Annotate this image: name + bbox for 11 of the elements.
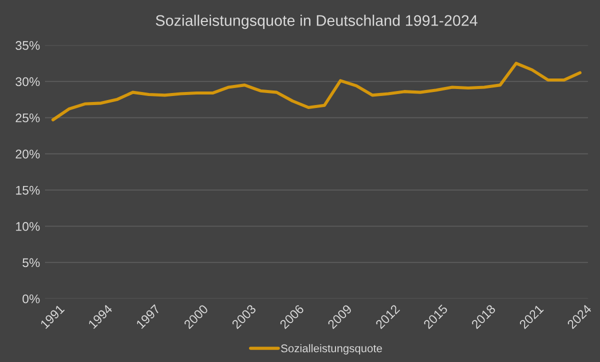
line-series (51, 62, 582, 122)
y-tick-label: 25% (16, 113, 40, 122)
y-tick-label: 0% (22, 294, 40, 304)
y-tick-label: 10% (16, 222, 40, 231)
y-tick-label: 30% (16, 77, 40, 86)
y-tick-label: 20% (16, 150, 40, 158)
chart-title: Sozialleistungsquote in Deutschland 1991-2024 (156, 14, 478, 29)
y-tick-label: 15% (16, 186, 40, 195)
legend-label: Sozialleistungsquote (281, 344, 382, 354)
y-tick-label: 35% (16, 41, 40, 50)
y-tick-label: 5% (22, 258, 40, 268)
